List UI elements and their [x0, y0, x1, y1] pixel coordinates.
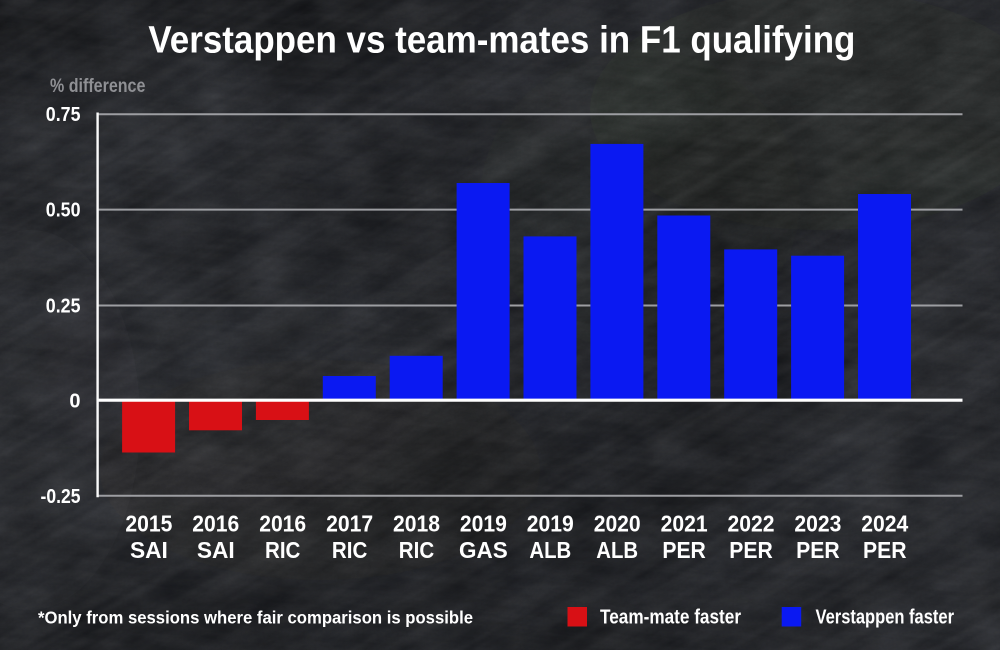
svg-text:RIC: RIC: [399, 537, 434, 563]
svg-text:2019: 2019: [527, 510, 574, 536]
svg-text:2016: 2016: [259, 510, 306, 536]
svg-text:PER: PER: [796, 537, 840, 563]
svg-text:2019: 2019: [460, 510, 507, 536]
svg-text:SAI: SAI: [197, 537, 235, 563]
svg-text:0.25: 0.25: [46, 296, 81, 318]
svg-text:2016: 2016: [192, 510, 239, 536]
svg-text:2023: 2023: [794, 510, 841, 536]
svg-text:PER: PER: [863, 537, 907, 563]
svg-text:2020: 2020: [594, 510, 641, 536]
svg-text:GAS: GAS: [459, 537, 508, 563]
svg-text:2018: 2018: [393, 510, 440, 536]
svg-text:*Only from sessions where fair: *Only from sessions where fair compariso…: [38, 608, 473, 628]
svg-text:0.75: 0.75: [46, 104, 81, 126]
svg-text:Verstappen faster: Verstappen faster: [816, 607, 955, 629]
svg-text:-0.25: -0.25: [41, 486, 81, 508]
svg-text:2021: 2021: [661, 510, 708, 536]
svg-text:0: 0: [69, 391, 80, 413]
svg-text:% difference: % difference: [50, 76, 145, 97]
svg-text:2024: 2024: [861, 510, 908, 536]
svg-text:PER: PER: [662, 537, 706, 563]
svg-text:2017: 2017: [326, 510, 373, 536]
svg-text:Verstappen vs team-mates in F1: Verstappen vs team-mates in F1 qualifyin…: [148, 19, 855, 61]
svg-text:Team-mate faster: Team-mate faster: [600, 607, 741, 629]
svg-text:2015: 2015: [125, 510, 172, 536]
svg-text:PER: PER: [729, 537, 773, 563]
svg-text:0.50: 0.50: [46, 200, 81, 222]
svg-text:RIC: RIC: [332, 537, 367, 563]
svg-text:2022: 2022: [728, 510, 775, 536]
svg-text:SAI: SAI: [130, 537, 168, 563]
svg-text:ALB: ALB: [596, 537, 638, 563]
svg-text:RIC: RIC: [265, 537, 300, 563]
svg-text:ALB: ALB: [529, 537, 571, 563]
